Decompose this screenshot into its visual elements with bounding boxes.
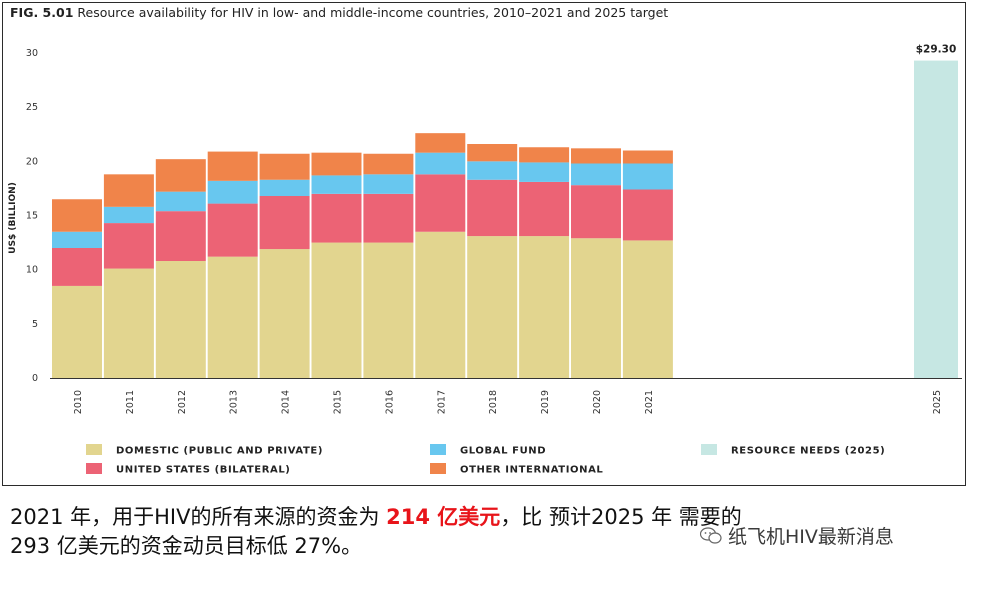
bar-segment	[259, 153, 310, 180]
bar-segment	[155, 261, 206, 378]
legend-swatch	[86, 463, 102, 474]
bar-segment	[103, 206, 154, 224]
figure-title: FIG. 5.01 Resource availability for HIV …	[10, 5, 668, 20]
caption-line-1-a: 2021 年，用于HIV的所有来源的资金为	[10, 505, 387, 529]
bar-segment	[467, 144, 518, 162]
target-bar	[914, 60, 958, 378]
caption-line-2: 293 亿美元的资金动员目标低 27%。	[10, 534, 363, 558]
y-tick-label: 25	[26, 102, 38, 113]
bars-group	[52, 133, 673, 378]
bar-segment	[415, 152, 466, 175]
bar-segment	[311, 193, 362, 243]
legend-swatch	[430, 463, 446, 474]
y-tick-label: 0	[32, 373, 38, 384]
bar-segment	[415, 231, 466, 378]
bar-segment	[363, 174, 414, 194]
watermark-text: 纸飞机HIV最新消息	[728, 526, 894, 548]
bar-segment	[363, 153, 414, 175]
bar-segment	[622, 163, 673, 190]
bar-segment	[519, 147, 570, 163]
bar-segment	[155, 159, 206, 192]
x-tick-label: 2014	[281, 390, 292, 414]
y-tick-label: 10	[26, 265, 38, 276]
x-tick-label: 2019	[540, 390, 551, 414]
x-tick-label: 2010	[73, 390, 84, 414]
figure-title-text: Resource availability for HIV in low- an…	[77, 5, 669, 20]
bar-segment	[52, 199, 102, 232]
x-tick-label: 2017	[436, 390, 447, 414]
y-axis: 0 5 10 15 20 25 30	[26, 48, 38, 384]
bar-segment	[571, 163, 621, 186]
y-tick-label: 15	[26, 211, 38, 222]
bar-segment	[311, 242, 362, 378]
legend-label: OTHER INTERNATIONAL	[460, 465, 603, 476]
bar-segment	[311, 175, 362, 194]
bar-segment	[103, 174, 154, 207]
x-tick-label: 2018	[488, 390, 499, 414]
bar-segment	[571, 185, 621, 239]
x-tick-label: 2025	[932, 390, 943, 414]
bar-segment	[622, 240, 673, 378]
bar-segment	[363, 242, 414, 378]
x-axis: 2010 2011 2012 2013 2014 2015 2016 2017 2018 2019…	[50, 378, 962, 414]
bar-segment	[52, 248, 102, 286]
bar-segment	[519, 162, 570, 182]
x-tick-label: 2016	[384, 390, 395, 414]
bar-segment	[622, 189, 673, 241]
legend-label: GLOBAL FUND	[460, 446, 546, 457]
caption-line-1: 2021 年，用于HIV的所有来源的资金为 214 亿美元，比 预计2025 年…	[10, 503, 742, 532]
y-tick-label: 5	[32, 319, 38, 330]
x-tick-label: 2013	[229, 390, 240, 414]
bar-segment	[467, 236, 518, 378]
bar-segment	[259, 249, 310, 378]
bar-segment	[155, 211, 206, 261]
bar-segment	[519, 181, 570, 237]
bar-segment	[259, 179, 310, 196]
bar-segment	[155, 191, 206, 212]
bar-segment	[519, 236, 570, 378]
bar-segment	[103, 268, 154, 378]
bar-segment	[259, 196, 310, 250]
x-tick-label: 2021	[644, 390, 655, 414]
x-tick-label: 2011	[125, 390, 136, 414]
y-axis-label: US$ (BILLION)	[8, 182, 18, 254]
x-tick-label: 2020	[592, 390, 603, 414]
bar-segment	[52, 285, 102, 378]
bar-segment	[207, 256, 258, 378]
bar-segment	[571, 238, 621, 378]
figure-label: FIG. 5.01	[10, 5, 74, 20]
bar-segment	[467, 161, 518, 180]
watermark: 纸飞机HIV最新消息	[700, 522, 894, 549]
legend-swatch	[430, 444, 446, 455]
chart-caption: 2021 年，用于HIV的所有来源的资金为 214 亿美元，比 预计2025 年…	[10, 503, 742, 561]
bar-segment	[311, 152, 362, 176]
bar-segment	[103, 223, 154, 269]
bar-segment	[415, 133, 466, 153]
bar-segment	[207, 203, 258, 257]
target-value-label: $29.30	[916, 44, 957, 56]
x-tick-label: 2012	[177, 390, 188, 414]
legend-swatch	[701, 444, 717, 455]
bar-segment	[363, 193, 414, 243]
bar-segment	[52, 231, 102, 248]
bar-segment	[415, 174, 466, 232]
legend-label: UNITED STATES (BILATERAL)	[116, 465, 290, 476]
x-tick-label: 2015	[333, 390, 344, 414]
caption-line-1-b: ，比 预计2025 年 需要的	[500, 505, 742, 529]
legend-label: DOMESTIC (PUBLIC AND PRIVATE)	[116, 446, 323, 457]
caption-highlight: 214 亿美元	[386, 505, 501, 529]
y-tick-label: 20	[26, 156, 38, 167]
bar-segment	[467, 179, 518, 237]
legend: DOMESTIC (PUBLIC AND PRIVATE) UNITED STAT…	[86, 444, 885, 476]
wechat-icon	[700, 526, 722, 544]
bar-segment	[207, 180, 258, 204]
bar-segment	[622, 150, 673, 164]
bar-segment	[207, 151, 258, 181]
legend-label: RESOURCE NEEDS (2025)	[731, 446, 885, 457]
target-bar-group: $29.30	[914, 44, 958, 378]
y-tick-label: 30	[26, 48, 38, 59]
bar-segment	[571, 148, 621, 164]
legend-swatch	[86, 444, 102, 455]
